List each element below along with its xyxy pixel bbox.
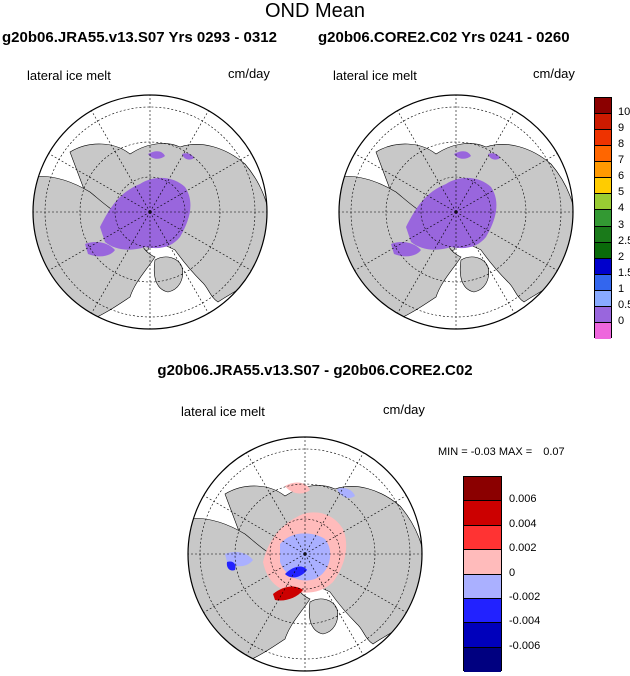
- diff-land-greenland: [308, 598, 338, 635]
- diff-field-okhotsk: [285, 482, 310, 494]
- left-graticule: [33, 95, 267, 329]
- diff-map-border: [187, 436, 423, 672]
- diff-colorbar-swatch-5: [464, 598, 501, 624]
- left-field-okhotsk: [148, 151, 165, 159]
- max-value: 0.07: [543, 446, 565, 458]
- left-land-greenland: [153, 256, 183, 293]
- main-colorbar-tick-label: 9: [618, 122, 625, 135]
- main-colorbar-swatch-2: [595, 130, 611, 147]
- min-label: MIN =: [438, 446, 471, 458]
- diff-colorbar-swatch-6: [464, 623, 501, 648]
- main-colorbar-swatch-5: [595, 178, 611, 195]
- right-field-bering: [488, 153, 500, 160]
- left-map-border: [32, 94, 268, 330]
- left-variable-label: lateral ice melt: [27, 68, 111, 83]
- right-field-okhotsk: [454, 151, 471, 159]
- main-colorbar-tick-label: 6: [618, 170, 625, 183]
- diff-colorbar-swatch-2: [464, 525, 501, 551]
- main-colorbar-swatch-4: [595, 162, 611, 179]
- main-colorbar-tick-label: 7: [618, 154, 625, 167]
- main-colorbar-swatch-1: [595, 114, 611, 131]
- main-colorbar-swatch-6: [595, 194, 611, 211]
- diff-colorbar-swatch-1: [464, 501, 501, 526]
- diff-units-label: cm/day: [383, 402, 425, 417]
- page-title: OND Mean: [264, 0, 366, 22]
- diff-variable-label: lateral ice melt: [181, 404, 265, 419]
- diff-colorbar-swatch-3: [464, 550, 501, 575]
- diff-colorbar-tick-label: -0.004: [509, 615, 541, 628]
- main-colorbar: [594, 97, 612, 339]
- right-variable-label: lateral ice melt: [333, 68, 417, 83]
- diff-colorbar-tick-label: -0.006: [509, 639, 541, 652]
- left-panel-title: g20b06.JRA55.v13.S07 Yrs 0293 - 0312: [2, 29, 277, 46]
- right-panel-title: g20b06.CORE2.C02 Yrs 0241 - 0260: [318, 29, 570, 46]
- main-colorbar-tick-label: 8: [618, 138, 625, 151]
- right-polar-map: [338, 94, 574, 330]
- main-colorbar-tick-label: 1: [618, 282, 625, 295]
- right-graticule: [339, 95, 573, 329]
- left-field-hudson: [85, 242, 115, 257]
- main-colorbar-swatch-13: [595, 306, 611, 323]
- main-colorbar-swatch-10: [595, 258, 611, 275]
- main-colorbar-swatch-0: [595, 98, 611, 115]
- diff-field-hudson-strong: [226, 561, 236, 571]
- left-field-central: [100, 177, 191, 250]
- main-colorbar-tick-label: 2: [618, 250, 625, 263]
- diff-colorbar-tick-label: 0: [509, 566, 516, 579]
- diff-colorbar-tick-label: 0.004: [509, 517, 537, 530]
- main-colorbar-tick-label: 4: [618, 202, 625, 215]
- diff-graticule: [188, 437, 422, 671]
- diff-polar-map: [187, 436, 423, 672]
- diff-colorbar-tick-label: 0.006: [509, 493, 537, 506]
- main-colorbar-swatch-14: [595, 322, 611, 339]
- diff-colorbar: [463, 476, 502, 672]
- main-colorbar-tick-label: 0.5: [618, 298, 630, 311]
- main-colorbar-tick-label: 0: [618, 314, 625, 327]
- min-value: -0.03: [470, 446, 496, 458]
- diff-colorbar-tick-label: 0.002: [509, 542, 537, 555]
- main-colorbar-swatch-7: [595, 210, 611, 227]
- right-field-central: [406, 177, 497, 250]
- diff-colorbar-swatch-0: [464, 477, 501, 502]
- diff-field-strong-negative: [285, 566, 307, 578]
- main-colorbar-swatch-8: [595, 226, 611, 243]
- main-colorbar-tick-label: 1.5: [618, 266, 630, 279]
- diff-colorbar-tick-label: -0.002: [509, 590, 541, 603]
- main-colorbar-tick-label: 2.5: [618, 234, 630, 247]
- main-colorbar-tick-label: 3: [618, 218, 625, 231]
- diff-colorbar-swatch-4: [464, 574, 501, 599]
- difference-title: g20b06.JRA55.v13.S07 - g20b06.CORE2.C02: [157, 362, 473, 379]
- right-units-label: cm/day: [533, 66, 575, 81]
- main-colorbar-tick-label: 10: [618, 106, 630, 119]
- right-map-border: [338, 94, 574, 330]
- diff-colorbar-swatch-7: [464, 647, 501, 672]
- main-colorbar-swatch-3: [595, 146, 611, 163]
- main-colorbar-swatch-9: [595, 242, 611, 259]
- main-colorbar-tick-label: 5: [618, 186, 625, 199]
- main-colorbar-swatch-11: [595, 274, 611, 291]
- main-colorbar-swatch-12: [595, 290, 611, 307]
- left-field-bering: [182, 153, 194, 160]
- left-polar-map: [32, 94, 268, 330]
- max-label: MAX =: [498, 446, 536, 458]
- right-land-greenland: [459, 256, 489, 293]
- min-max-readout: MIN = -0.03 MAX = 0.07: [438, 446, 565, 458]
- right-field-hudson: [391, 242, 421, 257]
- left-units-label: cm/day: [228, 66, 270, 81]
